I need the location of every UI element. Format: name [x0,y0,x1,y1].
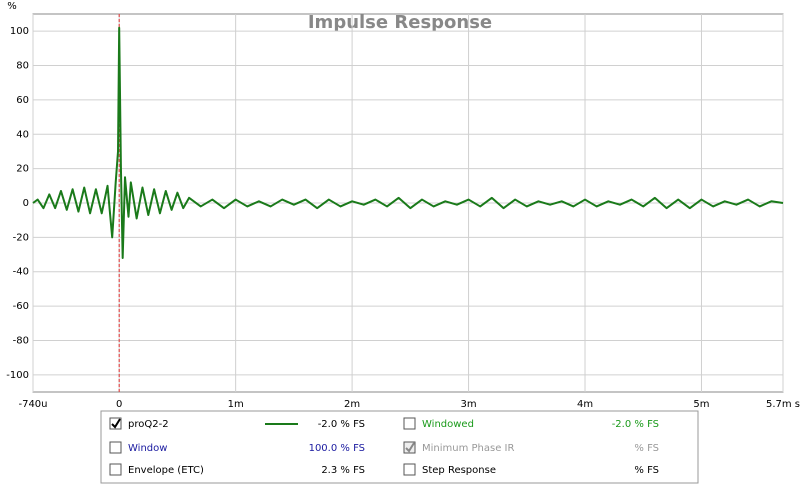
legend-label[interactable]: Minimum Phase IR [422,443,515,454]
chart-title: Impulse Response [308,12,492,33]
legend-label[interactable]: proQ2-2 [128,419,169,430]
checkbox[interactable] [403,417,416,430]
legend-label[interactable]: Window [128,443,167,454]
legend-value: 2.3 % FS [321,465,365,476]
legend-label[interactable]: Windowed [422,419,474,430]
legend-label[interactable]: Step Response [422,465,496,476]
y-tick-label: 20 [16,164,29,175]
legend-label[interactable]: Envelope (ETC) [128,465,204,476]
legend-value: % FS [634,465,659,476]
x-tick-label: 0 [116,399,122,410]
checkbox[interactable] [109,441,122,454]
y-tick-label: -40 [13,267,29,278]
y-tick-label: -100 [6,370,29,381]
y-tick-label: 40 [16,129,29,140]
y-tick-label: 60 [16,95,29,106]
checkmark [111,418,121,429]
legend-value: 100.0 % FS [309,443,365,454]
x-tick-label: 5m [693,399,709,410]
y-axis-label: % [7,1,17,12]
y-tick-label: 80 [16,61,29,72]
checkbox[interactable] [109,463,122,476]
x-tick-label: -740u [18,399,47,410]
legend-panel [100,410,699,484]
x-tick-label: 3m [461,399,477,410]
y-tick-label: -20 [13,232,29,243]
x-tick-label: 1m [228,399,244,410]
y-tick-label: 100 [10,26,29,37]
y-tick-label: -60 [13,301,29,312]
checkbox[interactable] [403,463,416,476]
checkbox[interactable] [109,417,122,430]
y-tick-label: -80 [13,335,29,346]
checkbox[interactable] [403,441,416,454]
legend-value: % FS [634,443,659,454]
x-tick-label: 4m [577,399,593,410]
checkmark [405,442,415,453]
x-tick-label: 5.7m s [766,399,800,410]
legend-value: -2.0 % FS [612,419,659,430]
legend-value: -2.0 % FS [318,419,365,430]
series-line [32,26,784,259]
x-tick-label: 2m [344,399,360,410]
y-tick-label: 0 [23,198,29,209]
